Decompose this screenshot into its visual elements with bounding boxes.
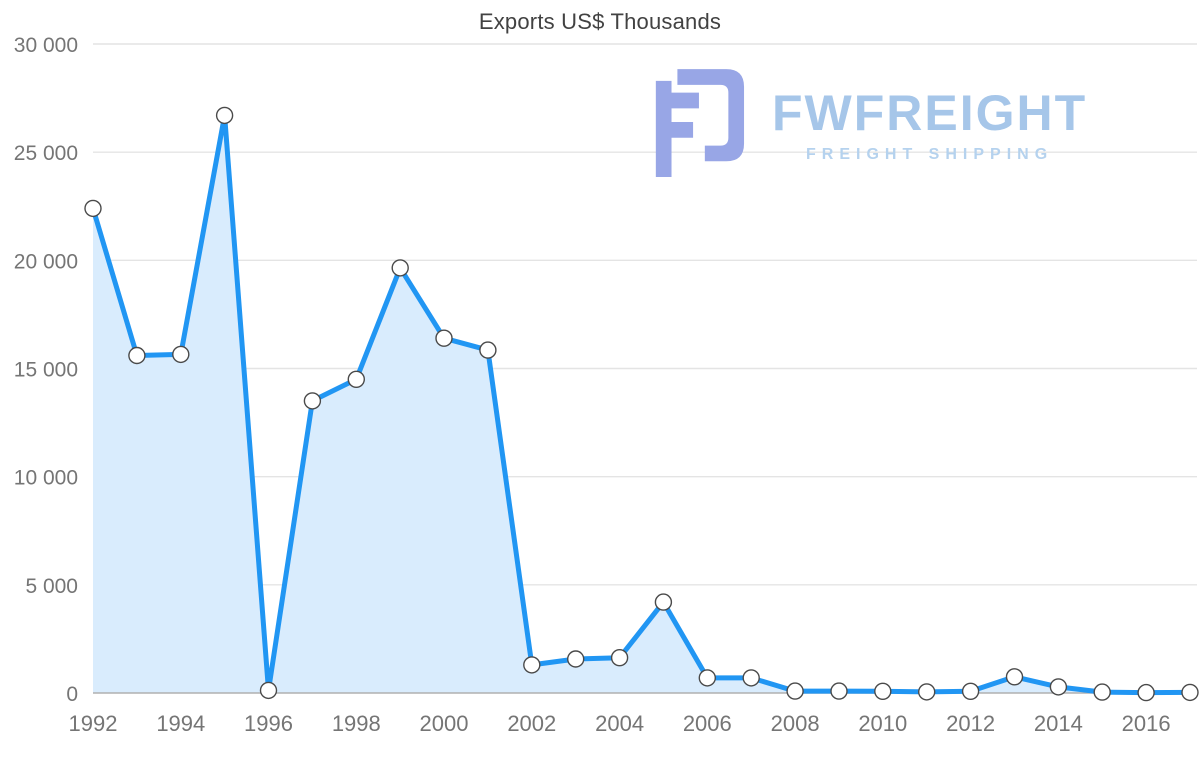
chart-title: Exports US$ Thousands	[478, 9, 722, 34]
x-tick-label: 2012	[946, 711, 995, 736]
area-fill	[93, 115, 1190, 693]
data-point[interactable]	[654, 593, 673, 611]
data-point[interactable]	[1181, 683, 1199, 702]
data-point[interactable]	[259, 681, 278, 700]
data-point[interactable]	[610, 649, 629, 667]
x-tick-label: 1996	[244, 711, 293, 736]
data-point[interactable]	[523, 656, 541, 674]
y-tick-label: 15 000	[14, 359, 78, 382]
data-point[interactable]	[479, 341, 497, 359]
data-point[interactable]	[172, 345, 190, 364]
data-point[interactable]	[1137, 683, 1155, 702]
data-point[interactable]	[698, 669, 716, 687]
data-point[interactable]	[347, 370, 365, 388]
data-point[interactable]	[567, 650, 585, 668]
y-tick-label: 5 000	[25, 575, 78, 598]
x-tick-label: 2004	[595, 711, 644, 736]
data-point[interactable]	[1093, 683, 1111, 701]
y-tick-label: 20 000	[14, 250, 78, 273]
data-point[interactable]	[1049, 678, 1068, 696]
x-tick-label: 2016	[1122, 711, 1171, 736]
y-tick-label: 10 000	[14, 467, 78, 490]
data-point[interactable]	[1005, 668, 1024, 686]
data-point[interactable]	[961, 682, 980, 700]
data-point[interactable]	[742, 669, 760, 687]
y-tick-label: 30 000	[14, 34, 78, 57]
x-tick-label: 2002	[507, 711, 556, 736]
data-point[interactable]	[128, 346, 146, 365]
data-point[interactable]	[84, 199, 102, 218]
x-tick-label: 1998	[332, 711, 381, 736]
x-tick-label: 2000	[420, 711, 469, 736]
x-tick-label: 1992	[69, 711, 118, 736]
x-tick-label: 2006	[683, 711, 732, 736]
data-point[interactable]	[874, 682, 892, 700]
data-point[interactable]	[391, 259, 409, 277]
y-tick-label: 25 000	[14, 142, 78, 165]
x-tick-label: 1994	[156, 711, 205, 736]
data-point[interactable]	[830, 682, 848, 700]
data-point[interactable]	[215, 106, 234, 125]
data-point[interactable]	[918, 683, 936, 701]
y-tick-label: 0	[66, 683, 78, 706]
data-point[interactable]	[786, 682, 804, 700]
x-tick-label: 2008	[771, 711, 820, 736]
x-tick-label: 2014	[1034, 711, 1083, 736]
x-tick-label: 2010	[858, 711, 907, 736]
data-point[interactable]	[303, 392, 322, 410]
data-point[interactable]	[435, 329, 453, 347]
